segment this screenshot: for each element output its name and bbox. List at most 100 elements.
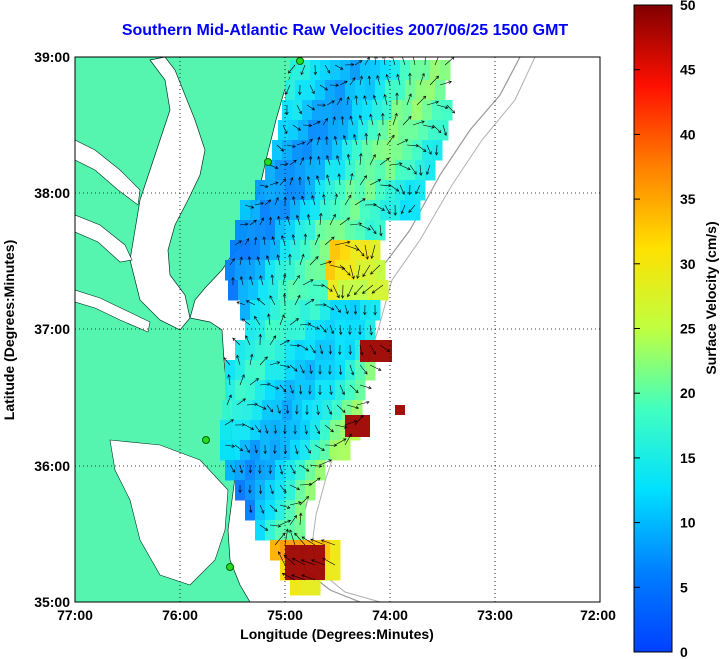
velocity-arrow	[389, 162, 403, 166]
velocity-cell	[322, 140, 333, 161]
velocity-cell	[328, 280, 339, 301]
velocity-cell	[342, 100, 353, 121]
velocity-arrow	[369, 344, 376, 355]
velocity-arrow	[354, 198, 366, 206]
velocity-cell	[240, 300, 251, 321]
velocity-cell	[295, 80, 306, 101]
velocity-arrow	[259, 504, 265, 514]
velocity-cell	[288, 120, 299, 141]
velocity-arrow	[432, 124, 442, 134]
velocity-arrow	[292, 195, 296, 206]
velocity-arrow	[259, 356, 268, 366]
velocity-cell	[315, 80, 326, 101]
velocity-arrow	[339, 384, 345, 396]
velocity-cell	[288, 280, 299, 301]
colorbar-label: Surface Velocity (cm/s)	[703, 221, 719, 374]
velocity-cell	[350, 60, 361, 81]
velocity-arrow	[369, 154, 376, 166]
x-axis-label: Longitude (Degrees:Minutes)	[240, 626, 434, 642]
velocity-cell	[425, 80, 436, 101]
velocity-cell	[255, 340, 266, 361]
grid	[75, 57, 600, 602]
velocity-arrow	[296, 104, 302, 115]
velocity-arrow	[311, 195, 316, 206]
colorbar-tick-label: 10	[680, 515, 696, 531]
velocity-cell	[410, 200, 421, 221]
velocity-cell	[270, 440, 281, 461]
velocity-cell	[358, 120, 369, 141]
velocity-cell	[325, 380, 336, 401]
velocity-arrow	[224, 444, 236, 448]
velocity-arrow	[326, 100, 335, 106]
velocity-cell	[338, 120, 349, 141]
velocity-cell	[245, 340, 256, 361]
x-axis: 77:00 76:00 75:00 74:00 73:00 72:00 Long…	[57, 607, 616, 642]
axes-frame	[74, 56, 601, 603]
velocity-cell	[245, 480, 256, 501]
velocity-arrow	[442, 124, 447, 137]
velocity-arrow	[277, 215, 281, 226]
velocity-arrow	[258, 333, 262, 346]
velocity-arrow	[234, 444, 244, 452]
velocity-arrow	[288, 64, 296, 74]
velocity-arrow	[289, 343, 301, 348]
colorbar: 0 5 10 15 20 25 30 35 40 45 50 Surface Velocity (c…	[633, 0, 719, 659]
velocity-cell	[320, 540, 331, 561]
radar-station-marker[interactable]	[226, 563, 234, 571]
velocity-arrow	[229, 464, 236, 473]
velocity-arrow	[284, 528, 289, 546]
velocity-arrow	[329, 83, 340, 87]
velocity-cell	[225, 260, 236, 281]
velocity-cell	[285, 460, 296, 481]
velocity-cell	[305, 320, 316, 341]
x-tick-label: 77:00	[57, 607, 93, 623]
velocity-arrow	[319, 344, 324, 355]
velocity-arrow	[279, 339, 290, 346]
y-axis-label: Latitude (Degrees:Minutes)	[1, 240, 17, 420]
radar-station-marker[interactable]	[264, 158, 272, 166]
velocity-arrow	[348, 344, 352, 355]
velocity-cell	[325, 180, 336, 201]
velocity-arrow	[263, 444, 267, 455]
velocity-arrow	[316, 175, 321, 186]
velocity-arrow	[309, 256, 319, 266]
velocity-arrow	[334, 438, 347, 446]
velocity-arrow	[269, 361, 281, 366]
velocity-cell	[282, 100, 293, 121]
velocity-arrow	[269, 504, 278, 512]
velocity-arrow	[319, 212, 323, 226]
velocity-cell	[380, 200, 391, 221]
velocity-cell	[295, 360, 306, 381]
velocity-cell	[435, 80, 446, 101]
velocity-arrow	[389, 184, 400, 192]
velocity-cell	[295, 160, 306, 181]
pamlico-sound	[109, 439, 229, 586]
velocity-arrow	[279, 464, 284, 475]
velocity-arrow	[406, 93, 412, 106]
velocity-arrow	[326, 404, 332, 415]
velocity-cell	[305, 480, 316, 501]
velocity-arrow	[376, 132, 381, 146]
velocity-arrow	[306, 104, 316, 111]
velocity-arrow	[334, 240, 351, 246]
velocity-cell	[298, 120, 309, 141]
velocity-cell	[325, 320, 336, 341]
velocity-arrow	[227, 374, 231, 386]
velocity-cell	[255, 180, 266, 201]
velocity-arrow	[311, 559, 326, 566]
velocity-cell	[235, 460, 246, 481]
velocity-cell	[248, 280, 259, 301]
velocity-arrow	[239, 222, 249, 226]
velocity-cell	[348, 120, 359, 141]
velocity-cell	[292, 100, 303, 121]
velocity-arrow	[322, 193, 326, 206]
velocity-cell	[340, 240, 351, 261]
velocity-arrow	[306, 138, 313, 146]
velocity-cell	[360, 300, 371, 321]
velocity-arrow	[299, 482, 313, 487]
x-tick-label: 73:00	[477, 607, 513, 623]
radar-station-marker[interactable]	[202, 436, 210, 444]
radar-station-marker[interactable]	[296, 57, 304, 65]
velocity-cell	[345, 320, 356, 341]
velocity-cell	[280, 200, 291, 221]
